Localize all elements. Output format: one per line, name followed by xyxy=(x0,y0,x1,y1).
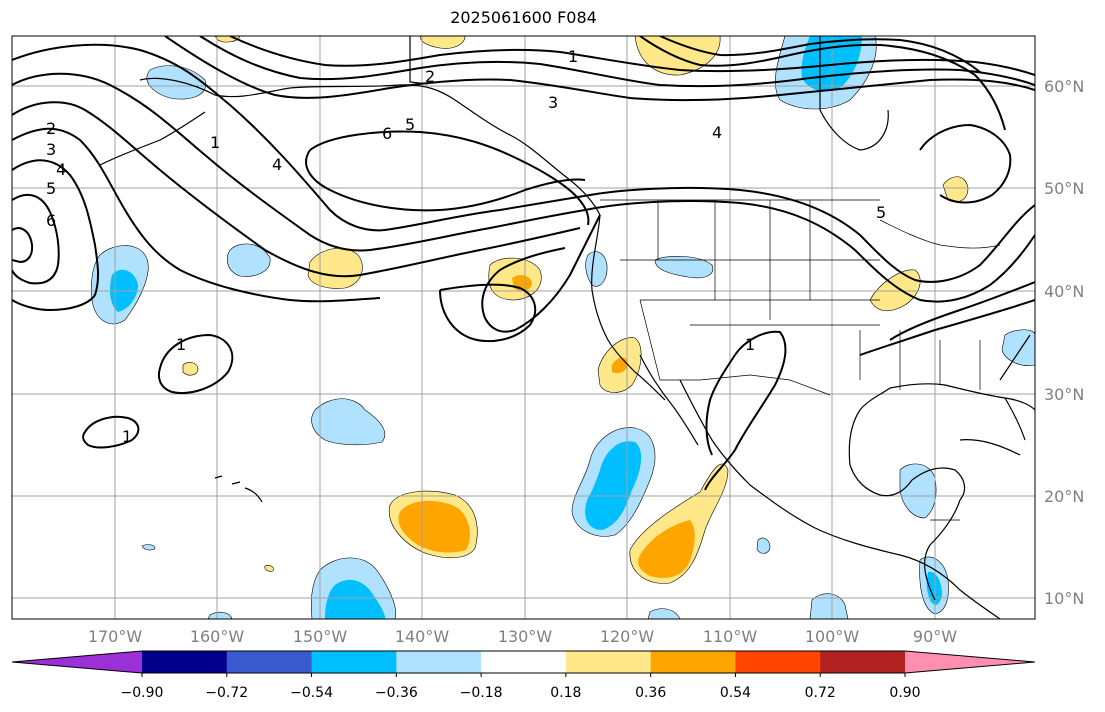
contour-label: 1 xyxy=(176,335,186,354)
colorbar-segment xyxy=(481,651,567,673)
lat-label-60n: 60°N xyxy=(1044,77,1084,96)
contour-label: 1 xyxy=(122,427,132,446)
contour-labels: 1 2 3 4 5 6 2 3 4 5 6 1 1 1 5 4 1 xyxy=(46,47,886,446)
colorbar-tick-label: 0.54 xyxy=(720,685,751,701)
colorbar-tick-label: 0.72 xyxy=(805,685,836,701)
lon-label: 160°W xyxy=(190,627,245,646)
lon-label: 150°W xyxy=(293,627,348,646)
contour-label: 4 xyxy=(272,155,282,174)
contour-label: 3 xyxy=(548,93,558,112)
map-frame xyxy=(11,35,1036,620)
contour-lines xyxy=(12,36,1035,491)
colorbar-tick-label: −0.54 xyxy=(290,685,333,701)
coastlines xyxy=(99,36,1035,619)
contour-label: 6 xyxy=(46,211,56,230)
lat-label-30n: 30°N xyxy=(1044,385,1084,404)
map-title: 2025061600 F084 xyxy=(450,8,597,27)
lon-label: 130°W xyxy=(498,627,553,646)
colorbar-segment xyxy=(650,651,736,673)
colorbar-segment xyxy=(142,651,228,673)
colorbar xyxy=(11,650,1036,674)
contour-label: 4 xyxy=(56,160,66,179)
lat-label-40n: 40°N xyxy=(1044,282,1084,301)
colorbar-tick-label: −0.18 xyxy=(460,685,503,701)
colorbar-labels: −0.90 −0.72 −0.54 −0.36 −0.18 0.18 0.36 0.54 0.7… xyxy=(121,673,921,701)
colorbar-extend-min xyxy=(12,651,142,673)
map-background xyxy=(12,36,1035,619)
colorbar-tick-label: −0.90 xyxy=(121,685,164,701)
colorbar-tick-label: −0.72 xyxy=(205,685,248,701)
colorbar-segment xyxy=(311,651,397,673)
lat-label-20n: 20°N xyxy=(1044,487,1084,506)
colorbar-extend-max xyxy=(905,651,1035,673)
colorbar-tick-label: 0.90 xyxy=(889,685,920,701)
lat-label-10n: 10°N xyxy=(1044,589,1084,608)
colorbar-segment xyxy=(396,651,482,673)
latitude-labels: 60°N 50°N 40°N 30°N 20°N 10°N xyxy=(1044,77,1084,608)
colorbar-segment xyxy=(565,651,652,673)
lon-label: 140°W xyxy=(395,627,450,646)
contour-label: 1 xyxy=(745,335,755,354)
colorbar-tick-label: −0.36 xyxy=(375,685,418,701)
contour-label: 5 xyxy=(46,179,56,198)
colorbar-tick-label: 0.36 xyxy=(635,685,666,701)
lat-label-50n: 50°N xyxy=(1044,179,1084,198)
colorbar-segment xyxy=(735,651,821,673)
longitude-labels: 170°W 160°W 150°W 140°W 130°W 120°W 110°… xyxy=(88,627,957,646)
contour-label: 2 xyxy=(46,119,56,138)
contour-label: 2 xyxy=(425,67,435,86)
lon-label: 110°W xyxy=(703,627,758,646)
lon-label: 120°W xyxy=(600,627,655,646)
contour-label: 1 xyxy=(568,47,578,66)
colorbar-tick-label: 0.18 xyxy=(550,685,581,701)
contour-label: 3 xyxy=(46,140,56,159)
colorbar-segment xyxy=(226,651,313,673)
contour-label: 4 xyxy=(712,123,722,142)
contour-label: 1 xyxy=(210,133,220,152)
contour-label: 5 xyxy=(876,203,886,222)
colorbar-segment xyxy=(820,651,906,673)
lon-label: 170°W xyxy=(88,627,143,646)
lon-label: 100°W xyxy=(805,627,860,646)
contour-label: 5 xyxy=(405,115,415,134)
contour-label: 6 xyxy=(382,124,392,143)
lon-label: 90°W xyxy=(913,627,957,646)
